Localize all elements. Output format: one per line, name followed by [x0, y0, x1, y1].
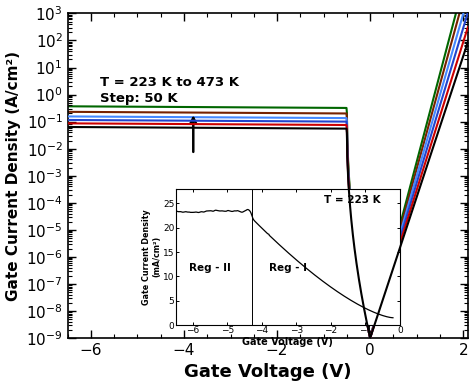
Y-axis label: Gate Current Density (A/cm²): Gate Current Density (A/cm²)	[6, 51, 20, 301]
Text: Step: 50 K: Step: 50 K	[100, 92, 178, 105]
X-axis label: Gate Voltage (V): Gate Voltage (V)	[184, 363, 352, 382]
Text: T = 223 K to 473 K: T = 223 K to 473 K	[100, 75, 239, 89]
